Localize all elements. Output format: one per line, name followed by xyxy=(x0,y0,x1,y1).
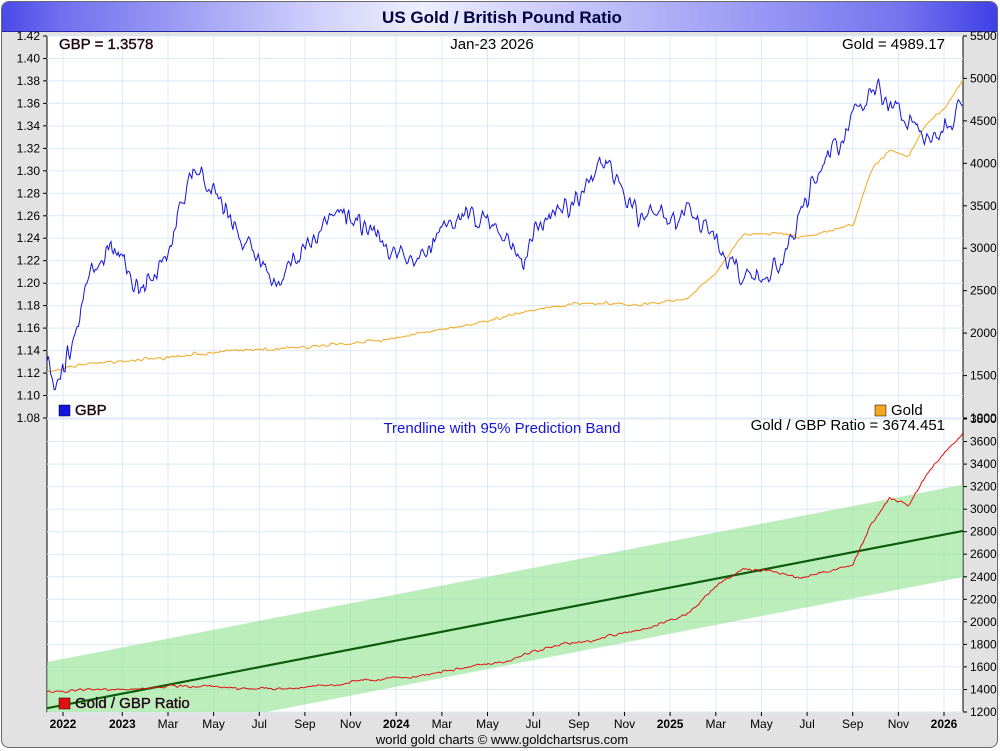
svg-text:1.08: 1.08 xyxy=(17,411,41,425)
svg-text:1.24: 1.24 xyxy=(17,231,41,245)
svg-text:Gold = 4989.17: Gold = 4989.17 xyxy=(842,36,945,53)
svg-text:3800: 3800 xyxy=(970,412,997,426)
svg-text:2600: 2600 xyxy=(970,547,997,561)
svg-text:1.16: 1.16 xyxy=(17,321,41,335)
svg-text:3500: 3500 xyxy=(970,199,997,213)
svg-text:2200: 2200 xyxy=(970,592,997,606)
svg-text:3400: 3400 xyxy=(970,457,997,471)
svg-text:2000: 2000 xyxy=(970,326,997,340)
svg-text:Sep: Sep xyxy=(294,717,316,731)
svg-text:2025: 2025 xyxy=(657,717,684,731)
svg-text:4000: 4000 xyxy=(970,156,997,170)
svg-text:2026: 2026 xyxy=(931,717,958,731)
svg-text:Nov: Nov xyxy=(340,717,361,731)
svg-text:2500: 2500 xyxy=(970,284,997,298)
svg-text:3600: 3600 xyxy=(970,435,997,449)
svg-text:5000: 5000 xyxy=(970,71,997,85)
svg-text:1.20: 1.20 xyxy=(17,276,41,290)
svg-text:1500: 1500 xyxy=(970,369,997,383)
svg-text:2022: 2022 xyxy=(50,717,77,731)
svg-text:Jan-23 2026: Jan-23 2026 xyxy=(450,36,533,53)
svg-text:1.42: 1.42 xyxy=(17,29,41,43)
svg-text:Gold / GBP Ratio: Gold / GBP Ratio xyxy=(75,695,190,712)
svg-text:1.30: 1.30 xyxy=(17,164,41,178)
svg-text:Jul: Jul xyxy=(252,717,267,731)
svg-text:1.12: 1.12 xyxy=(17,366,41,380)
svg-text:1600: 1600 xyxy=(970,660,997,674)
svg-text:1.22: 1.22 xyxy=(17,254,41,268)
svg-text:1.40: 1.40 xyxy=(17,52,41,66)
svg-text:Sep: Sep xyxy=(842,717,864,731)
svg-text:Gold / GBP Ratio = 3674.451: Gold / GBP Ratio = 3674.451 xyxy=(751,417,945,434)
svg-text:1.18: 1.18 xyxy=(17,299,41,313)
svg-text:1.38: 1.38 xyxy=(17,74,41,88)
svg-text:Nov: Nov xyxy=(888,717,909,731)
svg-text:Jul: Jul xyxy=(799,717,814,731)
svg-text:Sep: Sep xyxy=(568,717,590,731)
svg-text:Jul: Jul xyxy=(526,717,541,731)
svg-text:Mar: Mar xyxy=(158,717,179,731)
svg-text:GBP = 1.3578: GBP = 1.3578 xyxy=(59,36,153,53)
svg-text:May: May xyxy=(750,717,773,731)
svg-text:2024: 2024 xyxy=(383,717,410,731)
svg-text:5500: 5500 xyxy=(970,29,997,43)
svg-text:3000: 3000 xyxy=(970,241,997,255)
svg-text:1400: 1400 xyxy=(970,683,997,697)
svg-text:May: May xyxy=(202,717,225,731)
svg-text:1.14: 1.14 xyxy=(17,344,41,358)
svg-text:2000: 2000 xyxy=(970,615,997,629)
svg-text:2023: 2023 xyxy=(109,717,136,731)
svg-text:1.32: 1.32 xyxy=(17,141,41,155)
svg-text:1.26: 1.26 xyxy=(17,209,41,223)
svg-text:1.34: 1.34 xyxy=(17,119,41,133)
svg-text:1200: 1200 xyxy=(970,705,997,719)
svg-text:3200: 3200 xyxy=(970,480,997,494)
svg-text:3000: 3000 xyxy=(970,502,997,516)
svg-text:Trendline with 95% Prediction: Trendline with 95% Prediction Band xyxy=(383,420,620,437)
svg-text:1.28: 1.28 xyxy=(17,186,41,200)
svg-text:May: May xyxy=(476,717,499,731)
svg-text:Nov: Nov xyxy=(614,717,635,731)
svg-text:1800: 1800 xyxy=(970,637,997,651)
svg-text:Mar: Mar xyxy=(705,717,726,731)
svg-text:2400: 2400 xyxy=(970,570,997,584)
svg-text:4500: 4500 xyxy=(970,114,997,128)
svg-text:2800: 2800 xyxy=(970,525,997,539)
svg-text:Mar: Mar xyxy=(432,717,453,731)
svg-text:GBP: GBP xyxy=(75,402,107,419)
svg-text:1.10: 1.10 xyxy=(17,389,41,403)
svg-text:1.36: 1.36 xyxy=(17,96,41,110)
